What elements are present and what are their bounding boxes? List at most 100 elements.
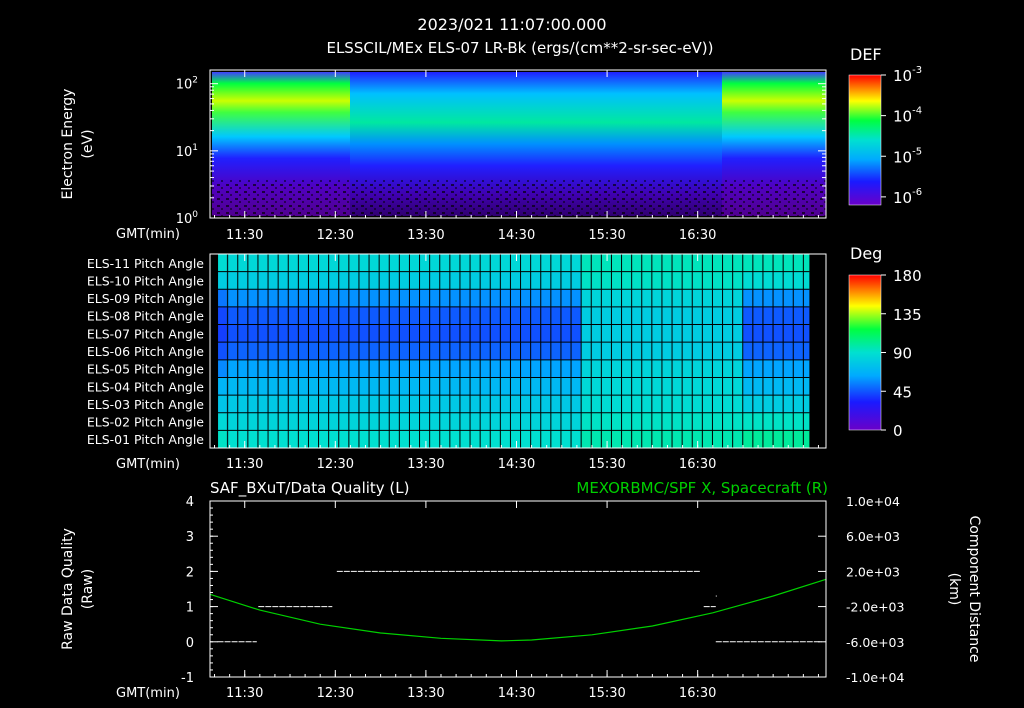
right-axis-tick-label: 2.0e+03 xyxy=(846,564,900,579)
pitch-angle-cell xyxy=(217,430,227,449)
def-colorbar-title: DEF xyxy=(850,45,882,64)
def-colorbar-label: 10-5 xyxy=(893,146,922,166)
def-colorbar-label: 10-6 xyxy=(893,187,922,207)
time-tick-label: 15:30 xyxy=(588,457,625,472)
time-tick-label: 13:30 xyxy=(407,228,444,243)
pitch-angle-cell xyxy=(217,324,227,343)
time-tick-label: 11:30 xyxy=(226,457,263,472)
pitch-angle-cells xyxy=(217,254,810,449)
pitch-angle-cell xyxy=(226,412,582,431)
line-panel-frame xyxy=(209,500,827,678)
pitch-angle-row-label: ELS-01 Pitch Angle xyxy=(87,432,204,447)
pitch-angle-cell xyxy=(217,342,227,361)
pitch-angle-grid xyxy=(217,253,810,449)
deg-colorbar-ticks: 180 135 90 45 0 xyxy=(881,267,922,440)
deg-colorbar-label: 180 xyxy=(893,267,922,285)
pitch-angle-row-labels: ELS-11 Pitch Angle ELS-10 Pitch Angle ELS-… xyxy=(87,256,204,447)
deg-colorbar-label: 135 xyxy=(893,306,922,324)
pitch-angle-row-label: ELS-05 Pitch Angle xyxy=(87,362,204,377)
pitch-angle-cell xyxy=(217,271,227,290)
def-colorbar xyxy=(848,74,882,206)
time-tick-label: 11:30 xyxy=(226,686,263,701)
pitch-angle-row-label: ELS-09 Pitch Angle xyxy=(87,291,204,306)
pitch-angle-row-label: ELS-08 Pitch Angle xyxy=(87,309,204,324)
energy-axis-label: Electron Energy xyxy=(60,89,76,200)
left-axis-tick-label: 3 xyxy=(186,530,194,545)
energy-axis-units: (eV) xyxy=(80,129,96,158)
pitch-angle-cell xyxy=(226,395,582,414)
def-colorbar-label: 10-4 xyxy=(893,106,922,126)
deg-colorbar xyxy=(848,274,882,431)
time-tick-label: 16:30 xyxy=(679,457,716,472)
time-tick-label: 14:30 xyxy=(498,228,535,243)
pitch-angle-frame xyxy=(209,253,827,449)
right-axis-tick-label: -2.0e+03 xyxy=(846,600,904,615)
pitch-angle-cell xyxy=(217,306,227,326)
pitch-angle-row-label: ELS-06 Pitch Angle xyxy=(87,344,204,359)
time-tick-label: 14:30 xyxy=(498,686,535,701)
time-axis-label-2: GMT(min) xyxy=(116,457,180,472)
time-tick-label: 15:30 xyxy=(588,686,625,701)
pitch-angle-cell xyxy=(217,254,227,273)
pitch-angle-cell xyxy=(217,412,227,431)
left-axis-units: (Raw) xyxy=(80,569,96,609)
right-axis-tick-label: -6.0e+03 xyxy=(846,635,904,650)
pitch-angle-cell xyxy=(226,289,582,308)
left-axis-tick-label: 0 xyxy=(186,636,194,651)
pitch-angle-time-ticks xyxy=(214,254,819,448)
line-panel-series xyxy=(209,570,827,643)
pitch-angle-cell xyxy=(226,359,582,378)
time-tick-label: 15:30 xyxy=(588,228,625,243)
pitch-angle-cell xyxy=(226,430,582,449)
energy-tick-label: 100 xyxy=(176,210,199,227)
pitch-angle-row-label: ELS-03 Pitch Angle xyxy=(87,397,204,412)
pitch-angle-row-label: ELS-02 Pitch Angle xyxy=(87,415,204,430)
pitch-angle-row-label: ELS-07 Pitch Angle xyxy=(87,326,204,341)
time-tick-label: 13:30 xyxy=(407,686,444,701)
right-axis-units: (km) xyxy=(946,573,962,606)
pitch-angle-cell xyxy=(226,324,582,343)
deg-colorbar-label: 45 xyxy=(893,383,912,401)
pitch-angle-row-label: ELS-11 Pitch Angle xyxy=(87,256,204,271)
pitch-angle-cell xyxy=(226,306,582,326)
pitch-angle-cell xyxy=(217,289,227,308)
time-tick-label: 12:30 xyxy=(317,457,354,472)
spectrogram-noise xyxy=(212,180,826,216)
right-axis-tick-label: 6.0e+03 xyxy=(846,529,900,544)
left-axis-tick-label: 4 xyxy=(186,495,194,510)
spectrogram-time-labels: 11:30 12:30 13:30 14:30 15:30 16:30 xyxy=(226,228,716,243)
plot-timestamp: 2023/021 11:07:00.000 xyxy=(417,15,606,34)
deg-colorbar-label: 0 xyxy=(893,422,903,440)
pitch-angle-time-labels: 11:30 12:30 13:30 14:30 15:30 16:30 xyxy=(226,457,716,472)
pitch-angle-panel: ELS-11 Pitch Angle ELS-10 Pitch Angle ELS-… xyxy=(87,244,922,472)
left-axis-tick-label: 2 xyxy=(186,565,194,580)
time-tick-label: 12:30 xyxy=(317,228,354,243)
right-series-title: MEXORBMC/SPF X, Spacecraft (R) xyxy=(576,479,828,497)
data-quality-panel: SAF_BXuT/Data Quality (L) MEXORBMC/SPF X… xyxy=(60,479,982,701)
time-tick-label: 16:30 xyxy=(679,228,716,243)
pitch-angle-row-label: ELS-10 Pitch Angle xyxy=(87,273,204,288)
left-axis-tick-label: 1 xyxy=(186,601,194,616)
deg-colorbar-title: Deg xyxy=(850,244,882,263)
pitch-angle-cell xyxy=(217,359,227,378)
right-axis-tick-label: 1.0e+04 xyxy=(846,494,900,509)
pitch-angle-cell xyxy=(226,254,582,273)
time-axis-label-3: GMT(min) xyxy=(116,686,180,701)
time-tick-label: 14:30 xyxy=(498,457,535,472)
time-tick-label: 11:30 xyxy=(226,228,263,243)
pitch-angle-cell xyxy=(226,271,582,290)
line-panel-time-labels: 11:30 12:30 13:30 14:30 15:30 16:30 xyxy=(226,686,716,701)
line-panel-ticks: 4 3 2 1 0 -1 1.0e+04 6.0e+03 2.0e+03 -2.0e+03 -6.0… xyxy=(181,494,904,686)
pitch-angle-cell xyxy=(226,377,582,396)
left-series-title: SAF_BXuT/Data Quality (L) xyxy=(210,479,410,498)
deg-colorbar-label: 90 xyxy=(893,345,912,363)
def-colorbar-ticks: 10-3 10-4 10-5 10-6 xyxy=(881,65,922,207)
left-axis-tick-label: -1 xyxy=(181,671,194,686)
pitch-angle-cell xyxy=(217,395,227,414)
time-tick-label: 12:30 xyxy=(317,686,354,701)
pitch-angle-row-label: ELS-04 Pitch Angle xyxy=(87,379,204,394)
spectrogram-frame xyxy=(209,69,827,219)
plot-title: ELSSCIL/MEx ELS-07 LR-Bk (ergs/(cm**2-sr… xyxy=(326,39,713,57)
